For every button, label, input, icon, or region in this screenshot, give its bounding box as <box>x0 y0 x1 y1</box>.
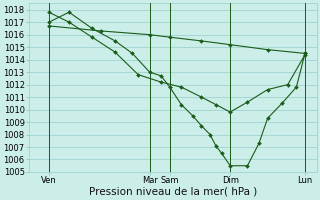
X-axis label: Pression niveau de la mer( hPa ): Pression niveau de la mer( hPa ) <box>89 187 257 197</box>
